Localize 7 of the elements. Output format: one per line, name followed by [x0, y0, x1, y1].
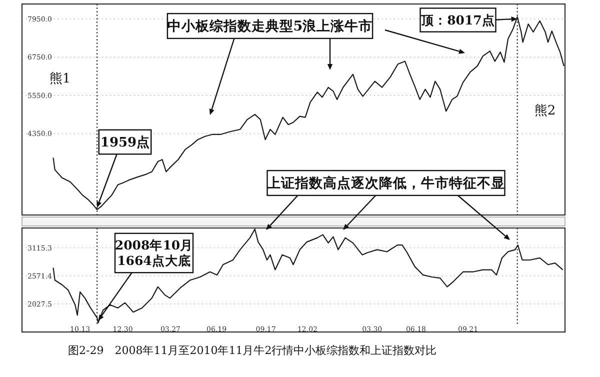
- annotation: 1959点: [100, 134, 150, 151]
- annotation: 2008年10月 1664点大底: [114, 238, 194, 268]
- caption: 图2-29 2008年11月至2010年11月牛2行情中小板综指数和上证指数对比: [68, 344, 437, 357]
- annotation: 中小板综指数走典型5浪上涨牛市: [167, 18, 373, 35]
- annotation: 熊2: [534, 104, 556, 119]
- annotation: 顶：8017点: [420, 12, 495, 28]
- annotation: 熊1: [49, 72, 71, 87]
